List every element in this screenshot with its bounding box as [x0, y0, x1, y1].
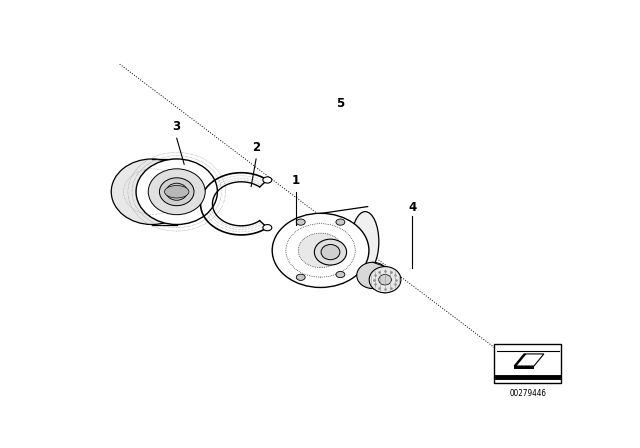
Polygon shape	[514, 354, 527, 366]
Text: 5: 5	[336, 97, 344, 110]
Ellipse shape	[164, 185, 189, 198]
Ellipse shape	[379, 275, 392, 285]
Ellipse shape	[296, 219, 305, 225]
Ellipse shape	[314, 239, 347, 265]
Text: OO279446: OO279446	[509, 389, 546, 398]
Ellipse shape	[356, 262, 388, 289]
Ellipse shape	[321, 245, 340, 260]
Ellipse shape	[351, 211, 379, 272]
Polygon shape	[514, 354, 544, 366]
Bar	[494, 344, 561, 383]
Ellipse shape	[263, 224, 272, 231]
Ellipse shape	[272, 213, 369, 288]
Ellipse shape	[296, 274, 305, 280]
Polygon shape	[514, 366, 534, 370]
Ellipse shape	[136, 159, 218, 224]
Text: 4: 4	[408, 201, 417, 214]
Ellipse shape	[159, 178, 194, 206]
Ellipse shape	[263, 177, 272, 183]
Ellipse shape	[148, 169, 205, 215]
Text: 2: 2	[252, 141, 260, 154]
Text: 1: 1	[292, 173, 300, 186]
Ellipse shape	[369, 267, 401, 293]
Ellipse shape	[298, 233, 343, 267]
Ellipse shape	[166, 183, 188, 200]
Ellipse shape	[336, 271, 345, 278]
Text: 3: 3	[173, 120, 180, 133]
Ellipse shape	[111, 159, 193, 224]
Ellipse shape	[336, 219, 345, 225]
